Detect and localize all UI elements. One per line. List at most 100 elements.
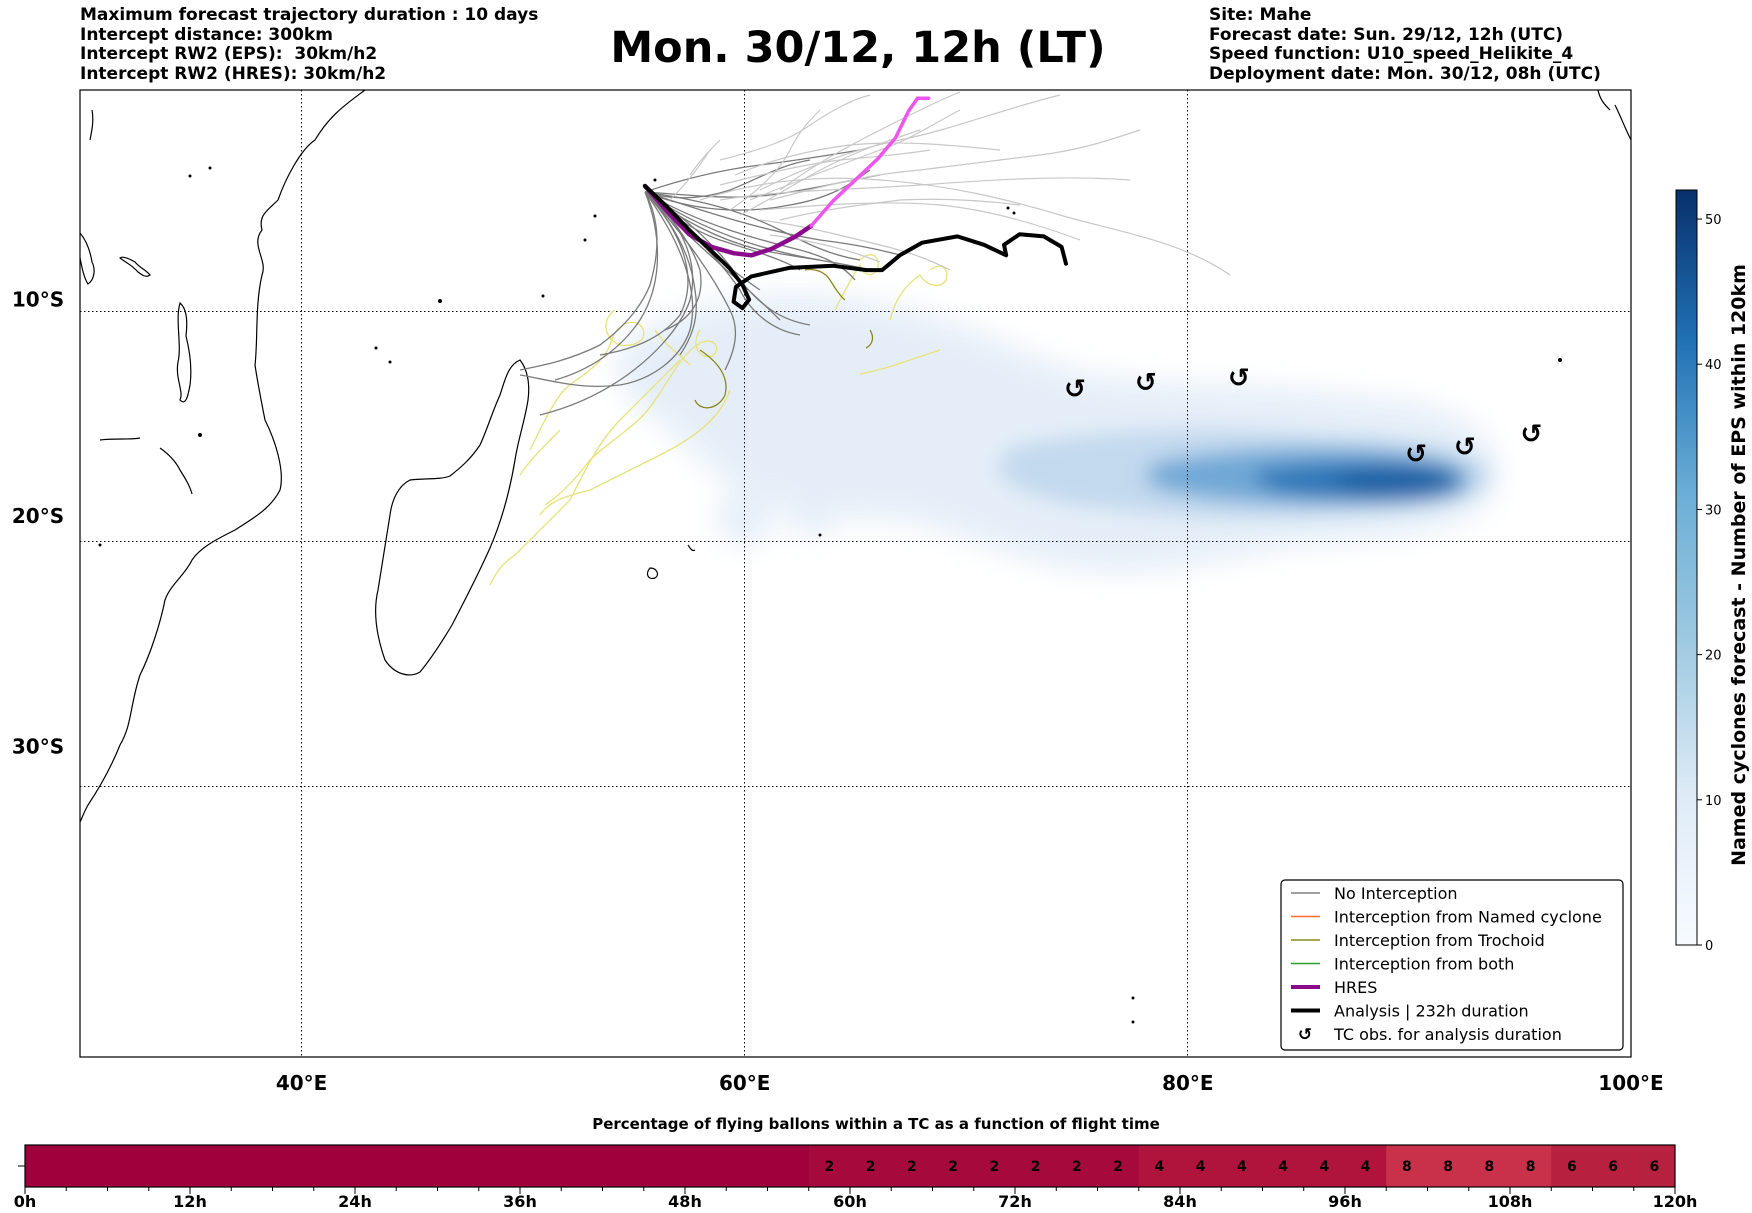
- bar-cell-value: 2: [1113, 1159, 1123, 1175]
- bar-cell-value: 6: [1567, 1159, 1577, 1175]
- bar-cell: [520, 1145, 562, 1187]
- small-islands: [98, 166, 1562, 1024]
- bar-cell-value: 2: [866, 1159, 876, 1175]
- flight-time-bar-title: Percentage of flying ballons within a TC…: [592, 1115, 1160, 1133]
- forecast-date-text: Forecast date: Sun. 29/12, 12h (UTC): [1209, 24, 1564, 45]
- x-tick-label: 80°E: [1162, 1071, 1214, 1095]
- bar-cell: [767, 1145, 810, 1187]
- page-title: Mon. 30/12, 12h (LT): [610, 23, 1106, 73]
- bar-cell: [396, 1145, 438, 1187]
- bar-cell-value: 2: [990, 1159, 1000, 1175]
- bar-tick-label: 48h: [668, 1192, 702, 1211]
- bar-cell: [1427, 1145, 1470, 1187]
- site-text: Site: Mahe: [1209, 5, 1312, 25]
- bar-tick-label: 108h: [1488, 1192, 1533, 1211]
- grid-lines: [80, 90, 1631, 1057]
- bar-cell-value: 8: [1485, 1159, 1495, 1175]
- legend-label: TC obs. for analysis duration: [1333, 1025, 1562, 1044]
- y-tick-label: 30°S: [12, 734, 64, 758]
- bar-cell: [643, 1145, 686, 1187]
- map-x-ticks: 40°E 60°E 80°E 100°E: [276, 1071, 1664, 1095]
- tc-observations: ↺ ↺ ↺ ↺ ↺ ↺: [1064, 364, 1542, 470]
- legend-label: No Interception: [1334, 884, 1458, 903]
- bar-cell-value: 2: [825, 1159, 835, 1175]
- legend-label: Interception from both: [1334, 955, 1514, 974]
- tc-obs-symbol: ↺: [1520, 420, 1542, 450]
- tc-obs-symbol: ↺: [1135, 368, 1157, 398]
- bar-cell: [1262, 1145, 1305, 1187]
- bar-tick-label: 36h: [503, 1192, 537, 1211]
- map-y-ticks: 10°S 20°S 30°S: [12, 288, 64, 759]
- bar-cell-value: 4: [1196, 1159, 1206, 1175]
- legend-label: Analysis | 232h duration: [1334, 1002, 1529, 1021]
- bar-cell-value: 4: [1237, 1159, 1247, 1175]
- bar-cell-value: 4: [1278, 1159, 1288, 1175]
- bar-cell-value: 4: [1320, 1159, 1330, 1175]
- page-title-wrap: Mon. 30/12, 12h (LT): [0, 22, 1752, 74]
- deployment-date-text: Deployment date: Mon. 30/12, 08h (UTC): [1209, 63, 1601, 84]
- colorbar-tick-label: 20: [1705, 649, 1722, 664]
- bar-cell-value: 8: [1526, 1159, 1536, 1175]
- bar-cell: [602, 1145, 645, 1187]
- bar-cell: [1303, 1145, 1346, 1187]
- legend-label: HRES: [1334, 978, 1377, 997]
- legend-label: Interception from Trochoid: [1334, 931, 1545, 950]
- bar-cell-value: 6: [1650, 1159, 1660, 1175]
- bar-cell: [478, 1145, 521, 1187]
- bar-cell: [1592, 1145, 1635, 1187]
- bar-cell: [850, 1145, 892, 1187]
- hres-track: [642, 183, 814, 258]
- bar-cell: [25, 1145, 67, 1187]
- colorbar-tick-label: 10: [1705, 794, 1722, 809]
- bar-cell: [1345, 1145, 1387, 1187]
- bar-cell: [1097, 1145, 1140, 1187]
- bar-cell-value: 8: [1443, 1159, 1453, 1175]
- hres-track-tail: [809, 96, 931, 228]
- bar-tick-label: 84h: [1163, 1192, 1197, 1211]
- flight-time-ticks: 0h 12h 24h 36h 48h 60h 72h 84h 96h 108h 120h: [14, 1187, 1698, 1211]
- bar-tick-label: 72h: [998, 1192, 1032, 1211]
- legend-symbol: ↺: [1298, 1025, 1312, 1045]
- tc-obs-symbol: ↺: [1454, 433, 1476, 463]
- coastlines: [80, 90, 1631, 823]
- header-right-info: Site: Mahe Forecast date: Sun. 29/12, 12…: [1209, 5, 1601, 84]
- bar-cell: [437, 1145, 480, 1187]
- bar-cell: [1138, 1145, 1181, 1187]
- bar-cell: [1221, 1145, 1263, 1187]
- header-left-info: Maximum forecast trajectory duration : 1…: [80, 5, 539, 84]
- flight-time-bar: 2 2 2 2 2 2 2 2 4 4 4 4 4 4 8 8 8 8 6 6 6: [25, 1145, 1676, 1187]
- bar-tick-label: 96h: [1328, 1192, 1362, 1211]
- bar-cell: [272, 1145, 315, 1187]
- bar-cell: [561, 1145, 603, 1187]
- bar-cell: [107, 1145, 150, 1187]
- bar-cell-value: 8: [1402, 1159, 1412, 1175]
- density-colorbar: 0 10 20 30 40 50 Named cyclones forecast - Nu…: [1675, 189, 1750, 954]
- tc-obs-symbol: ↺: [1405, 439, 1427, 469]
- tc-obs-symbol: ↺: [1228, 364, 1250, 394]
- bar-cell-value: 2: [1031, 1159, 1041, 1175]
- bar-cell: [148, 1145, 191, 1187]
- no-interception-tracks: [519, 149, 901, 416]
- bar-cell: [808, 1145, 851, 1187]
- legend-label: Interception from Named cyclone: [1334, 908, 1602, 927]
- map-area: ↺ ↺ ↺ ↺ ↺ ↺: [80, 90, 1631, 1057]
- speed-function-text: Speed function: U10_speed_Helikite_4: [1209, 44, 1574, 64]
- intercept-hres-text: Intercept RW2 (HRES): 30km/h2: [80, 63, 387, 84]
- far-field-tracks: [669, 91, 1231, 276]
- intercept-eps-text: Intercept RW2 (EPS): 30km/h2: [80, 44, 378, 64]
- bar-cell: [726, 1145, 768, 1187]
- trochoid-interception-tracks-dark: [694, 268, 874, 409]
- bar-tick-label: 120h: [1653, 1192, 1698, 1211]
- bar-cell: [685, 1145, 727, 1187]
- bar-cell-value: 4: [1361, 1159, 1371, 1175]
- bar-cell: [1386, 1145, 1428, 1187]
- bar-cell: [1633, 1145, 1676, 1187]
- bar-cell: [1015, 1145, 1057, 1187]
- max-duration-text: Maximum forecast trajectory duration : 1…: [80, 5, 539, 25]
- bar-cell: [1510, 1145, 1552, 1187]
- bar-cell: [891, 1145, 933, 1187]
- bar-cell-value: 4: [1155, 1159, 1165, 1175]
- legend: No Interception Interception from Named c…: [1280, 879, 1624, 1051]
- bar-tick-label: 24h: [338, 1192, 372, 1211]
- bar-cell-value: 2: [948, 1159, 958, 1175]
